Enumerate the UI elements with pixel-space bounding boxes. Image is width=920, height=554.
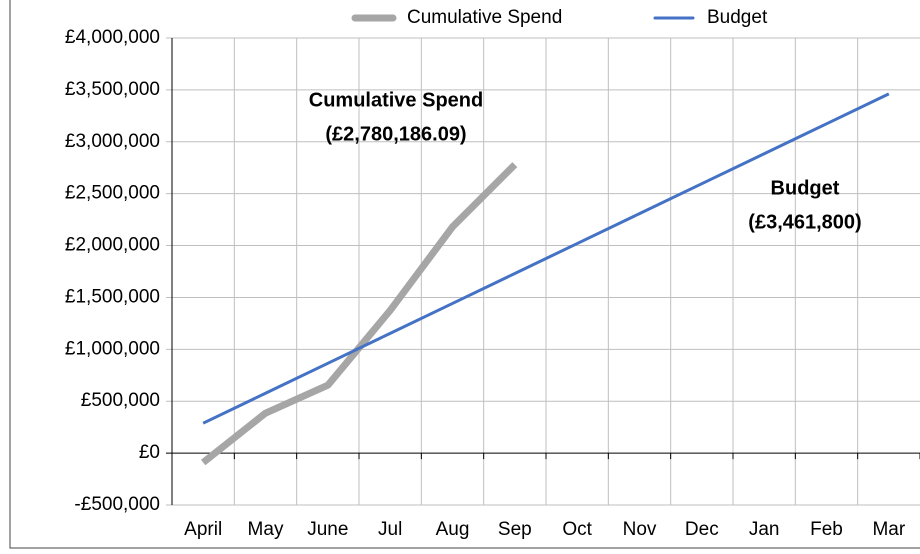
- x-tick-label: June: [307, 519, 348, 540]
- x-tick-label: Nov: [623, 519, 657, 540]
- x-tick-label: Feb: [810, 519, 843, 540]
- x-tick-label: Jan: [749, 519, 780, 540]
- x-tick-label: Oct: [562, 519, 592, 540]
- x-tick-label: Mar: [872, 519, 905, 540]
- y-tick-label: £3,500,000: [65, 79, 160, 100]
- legend-label: Cumulative Spend: [407, 7, 562, 28]
- y-tick-label: £1,000,000: [65, 338, 160, 359]
- y-tick-label: £4,000,000: [65, 27, 160, 48]
- y-tick-label: £0: [139, 442, 160, 463]
- legend-label: Budget: [707, 7, 768, 28]
- annotation: (£2,780,186.09): [325, 123, 466, 145]
- x-tick-label: Jul: [378, 519, 402, 540]
- annotation: (£3,461,800): [748, 211, 861, 233]
- y-tick-label: £2,000,000: [65, 235, 160, 256]
- annotation: Cumulative Spend: [309, 89, 483, 111]
- x-tick-label: Sep: [498, 519, 532, 540]
- annotation: Budget: [771, 177, 840, 199]
- y-tick-label: £2,500,000: [65, 183, 160, 204]
- x-tick-label: Aug: [436, 519, 470, 540]
- y-tick-label: £1,500,000: [65, 286, 160, 307]
- series-line: [202, 92, 890, 425]
- y-tick-label: -£500,000: [74, 494, 160, 515]
- frame: [9, 0, 920, 549]
- x-tick-label: Dec: [685, 519, 719, 540]
- x-tick-label: May: [248, 519, 284, 540]
- y-tick-label: £500,000: [81, 390, 160, 411]
- x-tick-label: April: [184, 519, 222, 540]
- y-tick-label: £3,000,000: [65, 131, 160, 152]
